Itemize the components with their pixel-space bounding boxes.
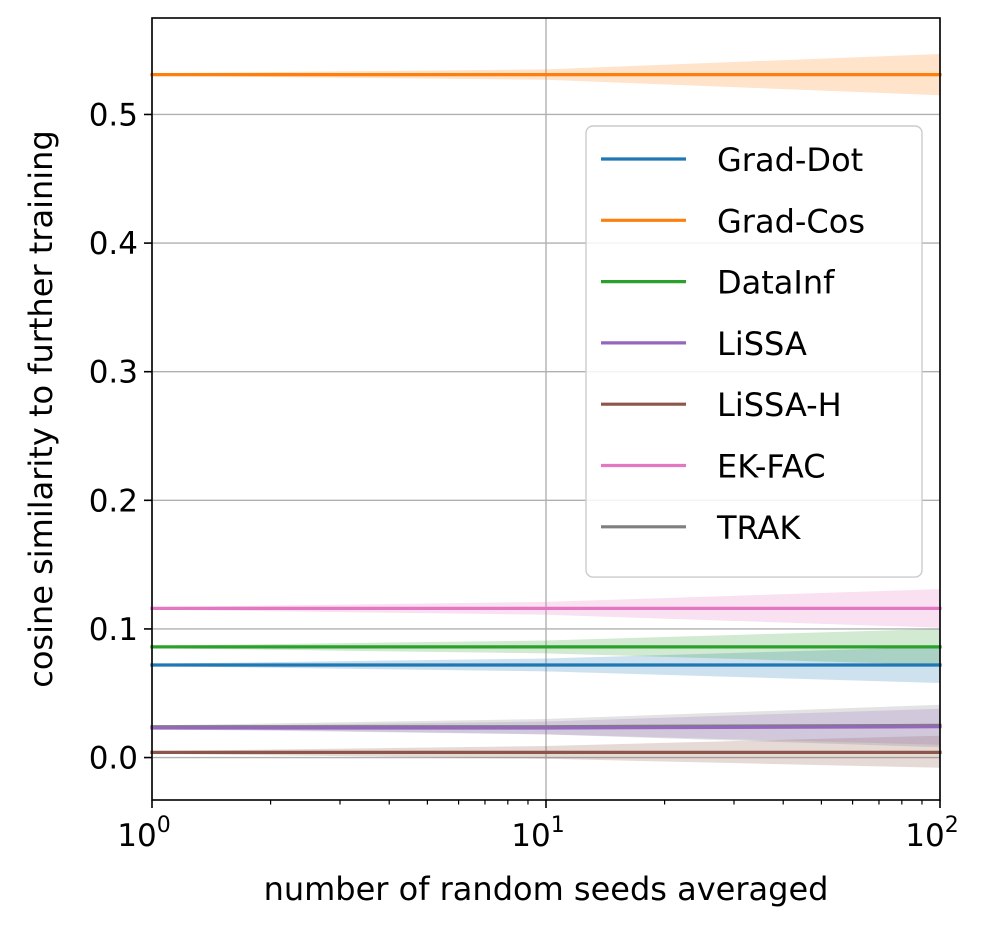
legend-label-lissa: LiSSA: [717, 325, 807, 363]
x-tick-base: 10: [117, 818, 156, 854]
x-tick-label: 100: [117, 813, 170, 854]
legend-label-ek-fac: EK-FAC: [717, 448, 826, 486]
legend-label-trak: TRAK: [716, 509, 801, 547]
line-lissa: [150, 725, 942, 730]
legend-label-grad-dot: Grad-Dot: [717, 141, 863, 179]
y-tick-label: 0.4: [89, 226, 138, 262]
y-tick-label: 0.1: [89, 612, 138, 648]
y-axis-label: cosine similarity to further training: [22, 130, 60, 688]
series-lines: [150, 72, 942, 755]
y-tick-label: 0.0: [89, 741, 138, 777]
axis-ticks: [144, 113, 941, 808]
legend-label-grad-cos: Grad-Cos: [717, 202, 865, 240]
x-tick-exponent: 2: [945, 813, 959, 838]
y-tick-label: 0.3: [89, 355, 138, 391]
x-tick-exponent: 1: [551, 813, 565, 838]
x-tick-base: 10: [905, 818, 944, 854]
y-tick-label: 0.5: [89, 97, 138, 133]
x-tick-exponent: 0: [157, 813, 171, 838]
x-tick-label: 101: [511, 813, 564, 854]
legend-label-datainf: DataInf: [717, 264, 835, 302]
x-tick-label: 102: [905, 813, 958, 854]
x-axis-label: number of random seeds averaged: [264, 870, 829, 908]
y-tick-label: 0.2: [89, 483, 138, 519]
legend-label-lissa-h: LiSSA-H: [717, 386, 842, 424]
legend: Grad-Dot Grad-Cos DataInf LiSSA LiSSA-H EK-FA…: [585, 125, 923, 578]
x-tick-base: 10: [511, 818, 550, 854]
